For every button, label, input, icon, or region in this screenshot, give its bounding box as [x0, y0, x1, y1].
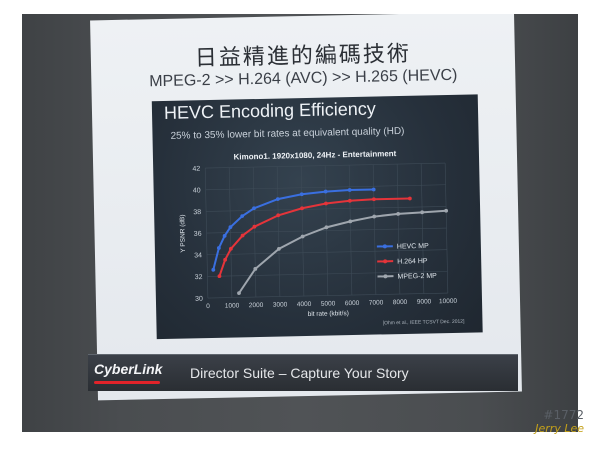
series-line: [238, 209, 447, 294]
chart-panel-title: HEVC Encoding Efficiency: [163, 98, 376, 123]
series-point: [420, 210, 425, 215]
legend-marker: [383, 259, 388, 264]
series-point: [348, 198, 352, 203]
gridline-x: [324, 165, 329, 296]
series-point: [324, 225, 329, 230]
series-point: [240, 214, 245, 218]
series-point: [371, 197, 376, 202]
x-tick-label: 10000: [439, 298, 458, 305]
y-axis-label: Y PSNR (dB): [179, 214, 187, 252]
series-point: [222, 234, 227, 238]
legend-label: H.264 HP: [397, 258, 428, 266]
gridline-x: [276, 166, 281, 297]
x-tick-label: 7000: [369, 299, 384, 306]
series-point: [217, 274, 222, 279]
x-tick-label: 4000: [297, 301, 312, 308]
series-point: [324, 201, 328, 206]
chart-citation: [Ohm et al., IEEE TCSVT Dec. 2012]: [383, 319, 466, 327]
series-point: [211, 267, 216, 272]
x-axis-label: bit rate (kbit/s): [308, 310, 349, 318]
series-point: [237, 291, 241, 295]
x-tick-label: 9000: [417, 298, 432, 305]
series-point: [371, 187, 376, 192]
series-point: [275, 197, 280, 201]
photo-frame: 日益精進的編碼技術 MPEG-2 >> H.264 (AVC) >> H.265…: [22, 14, 578, 432]
series-point: [276, 247, 281, 251]
series-point: [444, 208, 449, 213]
chart-title: Kimono1. 1920x1080, 24Hz - Entertainment: [233, 149, 396, 161]
legend-marker: [382, 244, 387, 249]
series-point: [252, 224, 257, 229]
gridline-x: [252, 167, 257, 298]
y-tick-label: 30: [195, 296, 203, 303]
series-point: [228, 246, 233, 251]
y-tick-label: 40: [193, 187, 201, 194]
gridline-x: [372, 164, 377, 295]
series-point: [253, 267, 258, 271]
series-point: [348, 219, 353, 224]
gridline-x: [300, 166, 305, 297]
series-point: [300, 234, 305, 239]
y-tick-label: 36: [194, 231, 202, 238]
x-tick-label: 6000: [345, 300, 360, 307]
series-point: [276, 213, 281, 218]
series-point: [216, 246, 221, 250]
series-line: [218, 197, 410, 277]
gridline-x: [348, 165, 353, 296]
y-tick-label: 34: [194, 252, 202, 259]
cyberlink-logo: CyberLink: [94, 361, 163, 377]
legend-marker: [383, 274, 388, 279]
legend-label: MPEG-2 MP: [397, 273, 437, 281]
series-point: [252, 206, 256, 211]
legend-label: HEVC MP: [397, 243, 429, 251]
gridline-x: [420, 163, 425, 294]
series-point: [299, 192, 304, 197]
series-point: [323, 189, 328, 194]
y-tick-label: 32: [195, 274, 203, 281]
series-point: [228, 225, 233, 230]
x-tick-label: 0: [206, 303, 210, 310]
series-point: [407, 196, 412, 201]
series-point: [223, 257, 228, 262]
logo-swoosh-icon: [94, 381, 160, 384]
series-point: [240, 233, 245, 238]
gridline-x: [444, 163, 449, 294]
footer-tagline: Director Suite – Capture Your Story: [190, 365, 409, 381]
x-tick-label: 1000: [225, 302, 240, 309]
gridline-x: [228, 167, 233, 298]
y-tick-label: 38: [193, 209, 201, 216]
series-point: [300, 206, 304, 211]
gridline-x: [204, 168, 209, 299]
x-tick-label: 3000: [273, 301, 288, 308]
psnr-chart: Kimono1. 1920x1080, 24Hz - Entertainment…: [179, 149, 466, 327]
series-point: [347, 188, 352, 192]
y-tick-label: 42: [192, 166, 200, 173]
series-point: [396, 212, 401, 216]
watermark-code: #1772: [543, 408, 584, 422]
x-tick-label: 2000: [249, 302, 264, 309]
series-point: [372, 214, 377, 219]
gridline-x: [396, 164, 401, 295]
x-tick-label: 8000: [393, 299, 408, 306]
x-tick-label: 5000: [321, 300, 336, 307]
watermark-signature: Jerry Lee: [535, 422, 584, 435]
projected-slide: 日益精進的編碼技術 MPEG-2 >> H.264 (AVC) >> H.265…: [90, 14, 522, 401]
slide-footer-bar: CyberLink Director Suite – Capture Your …: [88, 354, 518, 391]
chart-panel: Kimono1. 1920x1080, 24Hz - Entertainment…: [151, 94, 483, 340]
photo-watermark: #1772 Jerry Lee: [535, 408, 584, 435]
